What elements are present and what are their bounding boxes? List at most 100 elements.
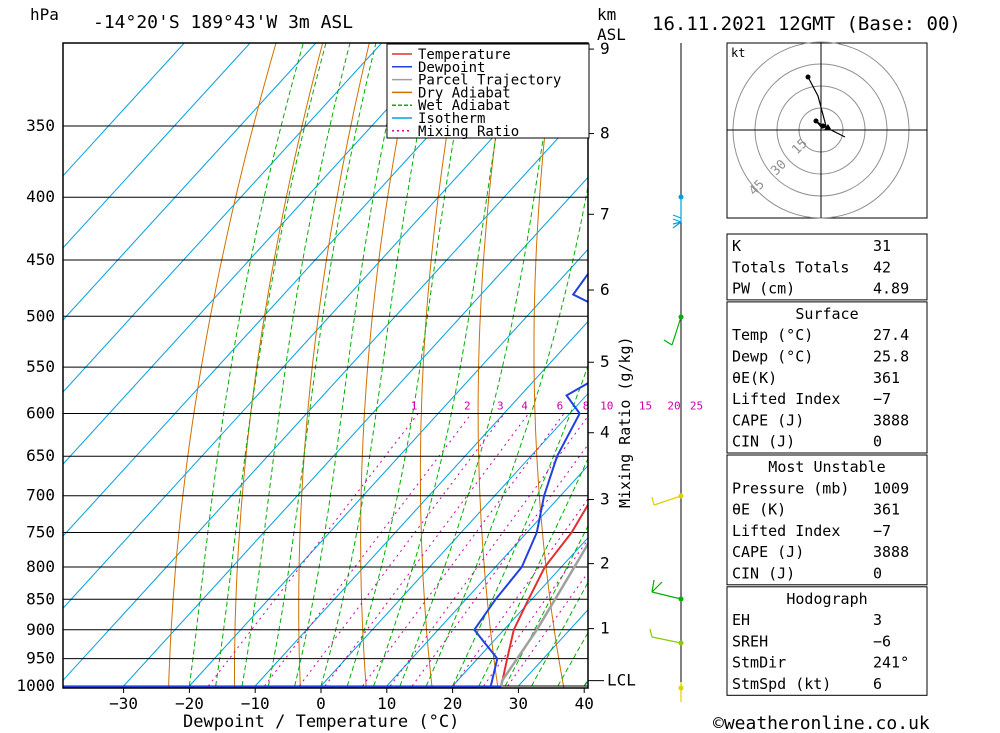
wind-barb xyxy=(672,197,682,229)
height-tick-label: 2 xyxy=(600,554,610,573)
dry-adiabat-line xyxy=(477,43,510,688)
dry-adiabat-line xyxy=(928,26,1000,712)
stats-value: 241° xyxy=(873,654,909,672)
parcel-trajectory-line xyxy=(500,541,588,687)
temperature-line xyxy=(500,502,588,687)
wet-adiabat-line xyxy=(452,364,588,687)
stats-value: 25.8 xyxy=(873,348,909,366)
dry-adiabat-line xyxy=(360,43,417,688)
stats-value: 27.4 xyxy=(873,326,909,344)
isotherm-line xyxy=(63,43,383,393)
isotherm-line xyxy=(63,43,514,537)
mixing-ratio-label: 10 xyxy=(600,400,613,413)
stats-label: PW (cm) xyxy=(732,280,795,298)
isotherm-line xyxy=(63,43,185,177)
stats-group-box xyxy=(726,586,928,696)
isotherm-line xyxy=(63,43,448,465)
stats-value: 0 xyxy=(873,433,882,451)
mixing-ratio-line xyxy=(362,413,565,687)
lcl-label: LCL xyxy=(607,671,636,690)
pressure-tick-label: 350 xyxy=(26,116,55,135)
height-tick-label: 1 xyxy=(600,619,610,638)
pressure-tick-label: 900 xyxy=(26,620,55,639)
wet-adiabat-line xyxy=(188,43,304,687)
stats-label: Lifted Index xyxy=(732,522,840,540)
mixing-ratio-line xyxy=(264,413,472,687)
legend-item: Temperature xyxy=(418,47,511,63)
pressure-tick-label: 650 xyxy=(26,446,55,465)
km-asl-label: ASL xyxy=(597,25,626,44)
background-lines xyxy=(63,26,1000,712)
pressure-axis: 350 400 450 500 550 600 650 700 750 800 850 900 950 1… xyxy=(16,116,55,695)
stats-label: CAPE (J) xyxy=(732,411,804,429)
wind-profile xyxy=(649,43,684,702)
stats-label: Lifted Index xyxy=(732,390,840,408)
wet-adiabat-line xyxy=(531,581,588,687)
stats-value: 361 xyxy=(873,369,900,387)
stats-value: 0 xyxy=(873,565,882,583)
hodograph-point xyxy=(813,118,819,124)
stats-label: StmDir xyxy=(732,654,786,672)
mixing-ratio-label: 1 xyxy=(411,400,418,413)
stats-section-header: Hodograph xyxy=(786,590,867,608)
stats-value: 361 xyxy=(873,501,900,519)
mixing-ratio-label: 8 xyxy=(583,400,590,413)
stats-group-box xyxy=(726,454,928,586)
stats-table: K 31 Totals Totals 42 PW (cm) 4.89 Surface Temp… xyxy=(726,233,928,696)
dry-adiabat-line xyxy=(298,43,370,688)
stats-label: CIN (J) xyxy=(732,565,795,583)
legend-item: Dewpoint xyxy=(418,60,485,76)
x-axis-label: Dewpoint / Temperature (°C) xyxy=(183,712,459,732)
isotherm-line xyxy=(254,320,588,687)
stats-label: SREH xyxy=(732,632,768,650)
isotherm-line xyxy=(452,536,588,687)
location-title: -14°20'S 189°43'W 3m ASL xyxy=(93,12,353,33)
height-tick-label: 7 xyxy=(600,204,610,223)
dry-adiabat-line xyxy=(168,43,277,688)
mixing-ratio-line xyxy=(453,498,588,687)
dry-adiabat-line xyxy=(234,43,324,688)
wind-barb xyxy=(663,316,682,346)
pressure-tick-label: 450 xyxy=(26,250,55,269)
stats-section-header: Most Unstable xyxy=(768,458,885,476)
stats-value: −7 xyxy=(873,390,891,408)
height-tick-label: 5 xyxy=(600,352,610,371)
wet-adiabat-line xyxy=(241,43,351,687)
stats-label: K xyxy=(732,237,741,255)
mixing-ratio-line xyxy=(324,413,529,687)
mixing-ratio-line xyxy=(411,443,588,687)
stats-label: StmSpd (kt) xyxy=(732,675,831,693)
wet-adiabat-line xyxy=(425,184,588,687)
isotherm-line xyxy=(63,43,317,321)
dry-adiabat-line xyxy=(640,26,701,712)
stats-value: 3888 xyxy=(873,411,909,429)
temperature-tick-label: 10 xyxy=(377,694,396,713)
stats-value: 3888 xyxy=(873,543,909,561)
mixing-ratio-axis-label: Mixing Ratio (g/kg) xyxy=(616,336,634,508)
storm-motion-icon xyxy=(824,124,831,130)
isotherm-line xyxy=(386,464,588,687)
pressure-tick-label: 500 xyxy=(26,306,55,325)
mixing-ratio-label: 15 xyxy=(639,400,652,413)
wet-adiabat-line xyxy=(267,43,377,687)
stats-value: 3 xyxy=(873,611,882,629)
mixing-ratio-line xyxy=(298,413,505,687)
mixing-ratio-label: 2 xyxy=(464,400,471,413)
temperature-tick-label: 20 xyxy=(443,694,462,713)
legend-item: Dry Adiabat xyxy=(418,85,511,101)
mixing-ratio-label: 3 xyxy=(497,400,504,413)
stats-value: −6 xyxy=(873,632,891,650)
wet-adiabat-line xyxy=(504,524,588,687)
isotherm-line xyxy=(123,176,588,687)
stats-label: θE(K) xyxy=(732,369,777,387)
wet-adiabat-line xyxy=(294,43,405,687)
stats-value: 6 xyxy=(873,675,882,693)
isotherm-line xyxy=(320,392,588,687)
height-tick-label: 8 xyxy=(600,124,610,143)
mixing-ratio-line xyxy=(483,538,588,687)
stats-label: Pressure (mb) xyxy=(732,479,849,497)
dry-adiabat-line xyxy=(419,43,464,688)
